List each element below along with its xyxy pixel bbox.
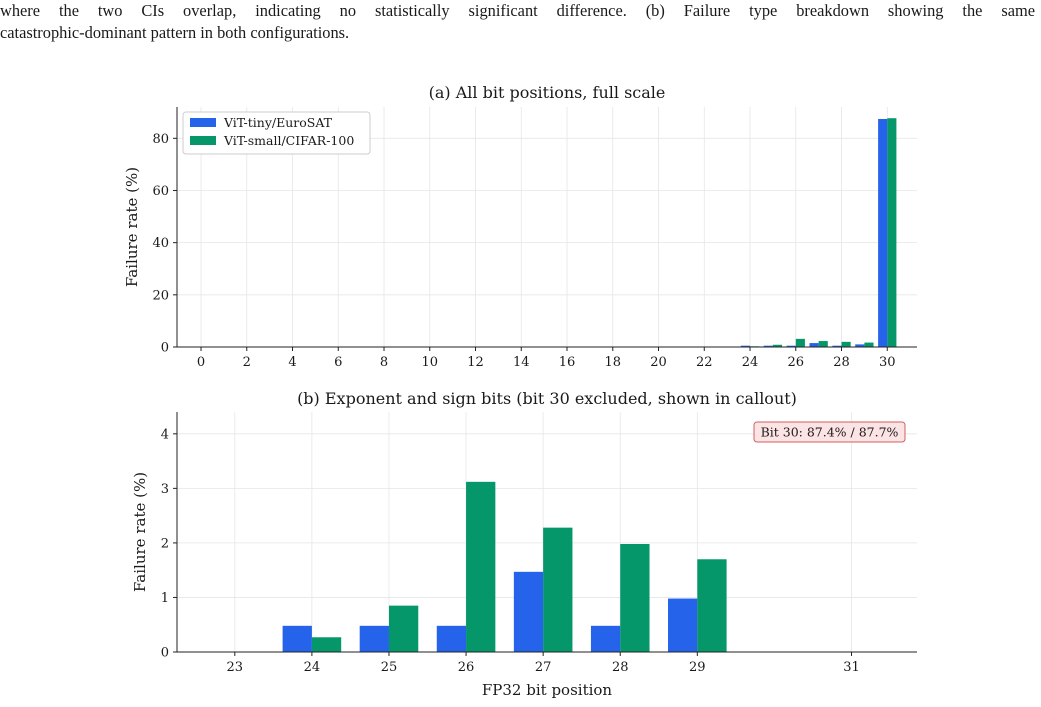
panel-b-x-label: FP32 bit position — [482, 681, 613, 699]
figure-caption: where the two CIs overlap, indicating no… — [0, 0, 1035, 44]
panel-b-bar — [388, 605, 419, 652]
panel-a-bar — [786, 345, 796, 347]
panel-b-title: (b) Exponent and sign bits (bit 30 exclu… — [297, 389, 797, 408]
panel-b-x-tick-label: 28 — [612, 660, 629, 675]
legend-entry-label: ViT-tiny/EuroSAT — [223, 115, 333, 130]
panel-a-y-tick-label: 80 — [152, 132, 169, 147]
panel-b-bar — [543, 527, 573, 652]
panel-a-y-tick-label: 60 — [152, 184, 169, 199]
panel-a-y-tick-label: 0 — [161, 341, 169, 356]
panel-b-y-tick-label: 0 — [161, 646, 169, 661]
panel-a-bar — [878, 119, 888, 347]
panel-a-x-tick-label: 22 — [696, 355, 713, 370]
panel-b-x-tick-label: 27 — [535, 660, 552, 675]
panel-b-x-tick-label: 23 — [227, 660, 244, 675]
panel-a-bar — [763, 345, 773, 347]
panel-a-x-tick-label: 30 — [879, 355, 896, 370]
panel-a-x-tick-label: 6 — [334, 355, 342, 370]
legend-entry-label: ViT-small/CIFAR-100 — [223, 133, 354, 148]
caption-line-2: catastrophic-dominant pattern in both co… — [0, 23, 350, 42]
panel-a-x-tick-label: 0 — [197, 355, 205, 370]
panel-a-bar — [809, 343, 819, 347]
panel-b-bar — [668, 598, 698, 652]
panel-b-bar — [466, 481, 496, 652]
panel-a-legend: ViT-tiny/EuroSAT ViT-small/CIFAR-100 — [182, 111, 371, 155]
caption-line-1: where the two CIs overlap, indicating no… — [0, 1, 1035, 20]
panel-b-x-tick-label: 29 — [689, 660, 706, 675]
panel-a-bar — [864, 342, 874, 347]
panel-a-y-tick-label: 20 — [152, 288, 169, 303]
legend-box — [182, 111, 371, 155]
panel-a-x-tick-label: 2 — [243, 355, 251, 370]
panel-a-x-tick-label: 18 — [604, 355, 621, 370]
panel-b-bar — [311, 637, 342, 652]
bit30-callout: Bit 30: 87.4% / 87.7% — [753, 421, 906, 443]
panel-b-bar — [590, 625, 621, 652]
panel-a-title: (a) All bit positions, full scale — [429, 83, 666, 102]
panel-a-x-tick-label: 8 — [380, 355, 388, 370]
callout-box — [753, 421, 906, 443]
panel-a-x-tick-label: 24 — [742, 355, 759, 370]
panel-a: 0 2 4 6 8 10 12 14 16 18 20 22 24 26 28 30020406080(a) … — [123, 83, 917, 370]
panel-b-bar — [282, 625, 312, 652]
legend-swatch — [190, 118, 216, 127]
panel-b-y-label: Failure rate (%) — [131, 472, 149, 592]
legend-swatch — [190, 136, 216, 145]
panel-b-x-tick-label: 26 — [458, 660, 475, 675]
panel-b-x-tick-label: 24 — [304, 660, 321, 675]
panel-a-bar — [832, 345, 842, 347]
panel-a-bar — [740, 345, 751, 347]
panel-b-bar — [359, 625, 389, 652]
panel-a-y-label: Failure rate (%) — [123, 167, 141, 287]
panel-a-x-tick-label: 4 — [288, 355, 296, 370]
panel-a-x-tick-label: 14 — [513, 355, 530, 370]
panel-a-x-tick-label: 28 — [833, 355, 850, 370]
panel-a-x-tick-label: 26 — [787, 355, 804, 370]
panel-a-bar — [841, 341, 851, 347]
panel-a-bar — [887, 118, 897, 347]
panel-b-y-tick-label: 2 — [161, 536, 169, 551]
panel-b-x-tick-label: 25 — [381, 660, 398, 675]
panel-a-x-tick-label: 16 — [559, 355, 576, 370]
panel-b-bar — [620, 544, 650, 652]
panel-b-y-tick-label: 4 — [161, 427, 169, 442]
panel-b-x-tick-label: 31 — [843, 660, 860, 675]
panel-b-y-tick-label: 3 — [161, 482, 169, 497]
panel-a-bar — [795, 338, 805, 347]
panel-b-bar — [436, 625, 467, 652]
panel-b-y-tick-label: 1 — [161, 591, 169, 606]
callout-label: Bit 30: 87.4% / 87.7% — [761, 425, 899, 440]
panel-b-bar — [697, 559, 727, 652]
panel-a-bar — [818, 341, 828, 347]
panel-a-y-tick-label: 40 — [152, 236, 169, 251]
panel-b-bar — [513, 571, 544, 652]
panel-a-x-tick-label: 20 — [650, 355, 667, 370]
panel-a-bar — [772, 344, 783, 347]
panel-a-bar — [855, 344, 865, 347]
panel-a-x-tick-label: 12 — [467, 355, 484, 370]
panel-a-x-tick-label: 10 — [421, 355, 438, 370]
